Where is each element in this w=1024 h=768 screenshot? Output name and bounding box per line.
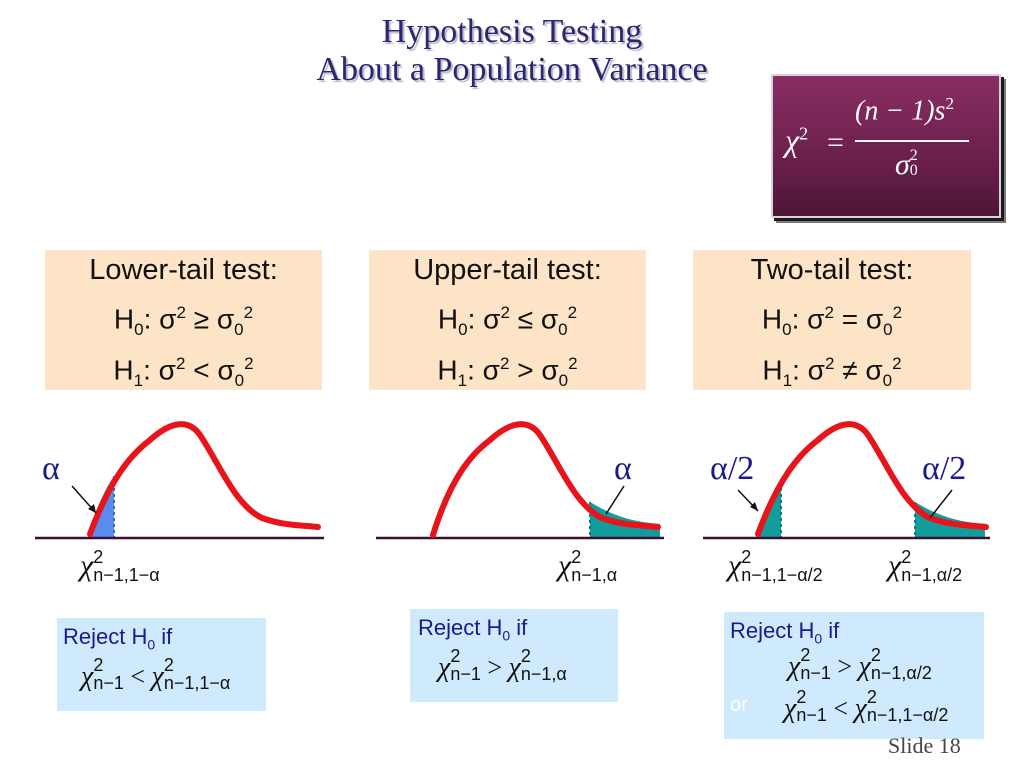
two-tail-reject-heading: Reject H0 if <box>730 618 840 647</box>
two-tail-right-alpha-label: α/2 <box>922 450 967 487</box>
two-tail-right-rejection-region <box>915 502 985 538</box>
two-tail-curve <box>755 421 989 537</box>
lower-tail-hypothesis-box: Lower-tail test: H0: σ2 ≥ σ02 H1: σ2 < σ… <box>45 250 322 390</box>
upper-tail-reject-rule: Reject H0 if χ 2 n−1 > χ 2 n−1,α <box>410 609 618 702</box>
two-tail-left-arrowhead <box>750 502 758 511</box>
lower-tail-alpha-label: α <box>42 450 60 487</box>
two-tail-h0: H0: σ2 = σ02 <box>761 303 903 339</box>
two-tail-reject-lower-inequality: χ 2 n−1 < χ 2 n−1,1−α/2 <box>784 687 949 725</box>
two-tail-upper-critical-value: χ 2 n−1,α/2 <box>888 547 963 585</box>
lower-tail-curve <box>87 421 321 537</box>
two-tail-h1: H1: σ2 ≠ σ02 <box>762 353 902 390</box>
slide-title-line2: About a Population Variance <box>316 51 708 88</box>
two-tail-reject-rule: Reject H0 if χ 2 n−1 > χ 2 n−1,α/2 or χ 2 n−1 … <box>724 612 984 739</box>
two-tail-reject-or: or <box>730 694 748 716</box>
upper-tail-alpha-label: α <box>614 450 632 487</box>
lower-tail-arrowhead <box>88 504 96 513</box>
slide-number: Slide 18 <box>888 733 961 758</box>
formula-equals: = <box>827 126 844 159</box>
upper-tail-reject-heading: Reject H0 if <box>418 615 528 644</box>
chi-square-distribution-diagrams <box>35 421 990 540</box>
upper-tail-hypothesis-box: Upper-tail test: H0: σ2 ≤ σ02 H1: σ2 > σ… <box>369 250 646 390</box>
two-tail-hypothesis-box: Two-tail test: H0: σ2 = σ02 H1: σ2 ≠ σ02 <box>693 250 971 390</box>
formula-lhs: χ2 <box>785 122 809 158</box>
upper-tail-reject-inequality: χ 2 n−1 > χ 2 n−1,α <box>438 646 567 685</box>
upper-tail-critical-value: χ 2 n−1,α <box>558 547 618 585</box>
lower-tail-h0: H0: σ2 ≥ σ02 <box>113 303 254 339</box>
lower-tail-reject-heading: Reject H0 if <box>63 624 173 653</box>
upper-tail-h1: H1: σ2 > σ02 <box>437 353 578 390</box>
upper-tail-rejection-region <box>590 502 660 538</box>
two-tail-right-alpha-pointer <box>929 489 953 519</box>
lower-tail-critical-value: χ 2 n−1,1−α <box>80 547 160 585</box>
two-tail-reject-upper-inequality: χ 2 n−1 > χ 2 n−1,α/2 <box>788 645 932 684</box>
lower-tail-reject-inequality: χ 2 n−1 < χ 2 n−1,1−α <box>81 655 231 694</box>
slide-title-line1: Hypothesis Testing <box>381 13 643 50</box>
upper-tail-h0: H0: σ2 ≤ σ02 <box>437 303 578 339</box>
lower-tail-reject-rule: Reject H0 if χ 2 n−1 < χ 2 n−1,1−α <box>57 618 266 711</box>
two-tail-lower-critical-value: χ 2 n−1,1−α/2 <box>728 547 823 585</box>
two-tail-left-alpha-label: α/2 <box>710 450 755 487</box>
lower-tail-heading: Lower-tail test: <box>89 254 278 286</box>
upper-tail-alpha-pointer <box>605 485 625 515</box>
two-tail-heading: Two-tail test: <box>750 254 914 286</box>
upper-tail-curve <box>430 421 661 538</box>
lower-tail-h1: H1: σ2 < σ02 <box>113 353 254 390</box>
fraction-bar <box>855 140 969 142</box>
upper-tail-heading: Upper-tail test: <box>413 254 602 286</box>
formula-numerator: (n − 1)s2 <box>855 94 954 127</box>
